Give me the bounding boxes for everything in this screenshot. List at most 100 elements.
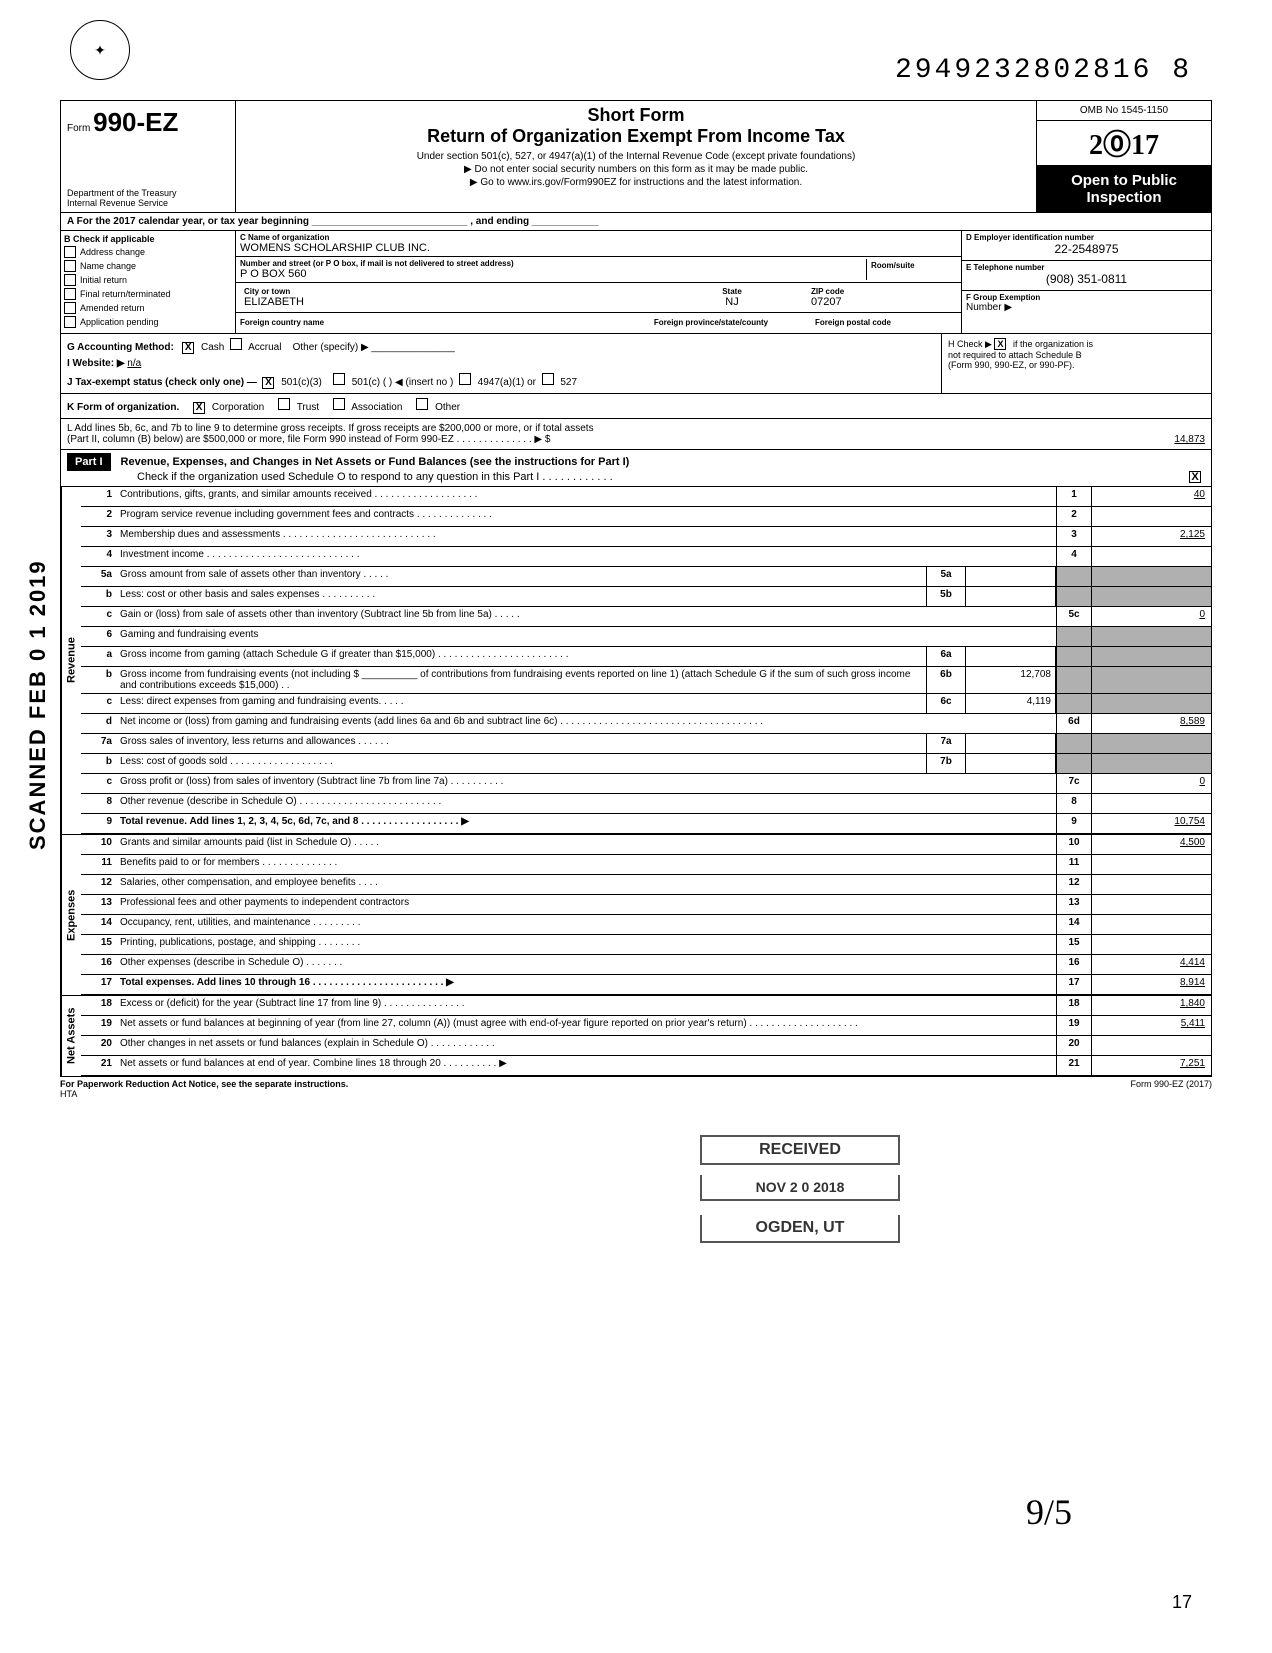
line-number: 17	[81, 975, 116, 994]
chk-cash[interactable]: X	[182, 342, 194, 354]
chk-501c3[interactable]: X	[262, 377, 274, 389]
value-box	[1091, 507, 1211, 526]
line-number: d	[81, 714, 116, 733]
value-box: 4,414	[1091, 955, 1211, 974]
chk-assoc[interactable]	[333, 398, 345, 410]
num-box: 2	[1056, 507, 1091, 526]
table-row: bGross income from fundraising events (n…	[81, 667, 1211, 694]
tax-year: 2⓪17	[1037, 121, 1211, 166]
value-box	[1091, 667, 1211, 693]
chk-pending[interactable]	[64, 316, 76, 328]
value-box: 10,754	[1091, 814, 1211, 833]
table-row: 5aGross amount from sale of assets other…	[81, 567, 1211, 587]
omb-number: OMB No 1545-1150	[1037, 101, 1211, 121]
phone-label: E Telephone number	[966, 263, 1207, 272]
short-form: Short Form	[246, 105, 1026, 126]
line-number: c	[81, 694, 116, 713]
num-box	[1056, 754, 1091, 773]
line-number: 1	[81, 487, 116, 506]
num-box	[1056, 734, 1091, 753]
row-l: L Add lines 5b, 6c, and 7b to line 9 to …	[60, 419, 1212, 450]
expenses-label: Expenses	[61, 835, 81, 995]
num-box: 20	[1056, 1036, 1091, 1055]
num-box: 10	[1056, 835, 1091, 854]
dept-irs: Internal Revenue Service	[67, 198, 177, 208]
i-label: I Website: ▶	[67, 358, 125, 369]
mid-box: 5b	[926, 587, 966, 606]
table-row: bLess: cost or other basis and sales exp…	[81, 587, 1211, 607]
line-number: 21	[81, 1056, 116, 1075]
table-row: 9Total revenue. Add lines 1, 2, 3, 4, 5c…	[81, 814, 1211, 834]
sub3: ▶ Go to www.irs.gov/Form990EZ for instru…	[246, 177, 1026, 188]
line-number: c	[81, 774, 116, 793]
value-box: 1,840	[1091, 996, 1211, 1015]
line-number: 6	[81, 627, 116, 646]
line-number: 19	[81, 1016, 116, 1035]
chk-address[interactable]	[64, 246, 76, 258]
chk-trust[interactable]	[278, 398, 290, 410]
chk-amended[interactable]	[64, 302, 76, 314]
line-number: 9	[81, 814, 116, 833]
table-row: 17Total expenses. Add lines 10 through 1…	[81, 975, 1211, 995]
column-de: D Employer identification number 22-2548…	[961, 231, 1211, 333]
section-bcde: B Check if applicable Address change Nam…	[60, 231, 1212, 334]
chk-initial[interactable]	[64, 274, 76, 286]
value-box: 40	[1091, 487, 1211, 506]
state-label: State	[661, 287, 803, 296]
dept-treasury: Department of the Treasury	[67, 188, 177, 198]
document-number: 2949232802816 8	[895, 55, 1192, 86]
num-box: 9	[1056, 814, 1091, 833]
table-row: 3Membership dues and assessments . . . .…	[81, 527, 1211, 547]
chk-527[interactable]	[542, 373, 554, 385]
column-c: C Name of organization WOMENS SCHOLARSHI…	[236, 231, 961, 333]
chk-h[interactable]: X	[994, 338, 1006, 350]
chk-corp[interactable]: X	[193, 402, 205, 414]
table-row: bLess: cost of goods sold . . . . . . . …	[81, 754, 1211, 774]
value-box	[1091, 547, 1211, 566]
chk-name[interactable]	[64, 260, 76, 272]
table-row: 21Net assets or fund balances at end of …	[81, 1056, 1211, 1076]
table-row: cGain or (loss) from sale of assets othe…	[81, 607, 1211, 627]
chk-part1[interactable]: X	[1189, 471, 1201, 483]
mid-value	[966, 647, 1056, 666]
table-row: 15Printing, publications, postage, and s…	[81, 935, 1211, 955]
value-box: 0	[1091, 774, 1211, 793]
line-number: 3	[81, 527, 116, 546]
chk-501c[interactable]	[333, 373, 345, 385]
num-box: 7c	[1056, 774, 1091, 793]
table-row: 7aGross sales of inventory, less returns…	[81, 734, 1211, 754]
value-box: 4,500	[1091, 835, 1211, 854]
chk-other[interactable]	[416, 398, 428, 410]
num-box: 19	[1056, 1016, 1091, 1035]
value-box: 0	[1091, 607, 1211, 626]
line-description: Total revenue. Add lines 1, 2, 3, 4, 5c,…	[116, 814, 1056, 833]
line-description: Less: cost or other basis and sales expe…	[116, 587, 926, 606]
line-description: Investment income . . . . . . . . . . . …	[116, 547, 1056, 566]
line-description: Total expenses. Add lines 10 through 16 …	[116, 975, 1056, 994]
line-number: 12	[81, 875, 116, 894]
num-box: 13	[1056, 895, 1091, 914]
b-label: B Check if applicable	[64, 234, 232, 244]
netassets-label: Net Assets	[61, 996, 81, 1076]
line-description: Grants and similar amounts paid (list in…	[116, 835, 1056, 854]
num-box	[1056, 667, 1091, 693]
line-description: Gross amount from sale of assets other t…	[116, 567, 926, 586]
table-row: aGross income from gaming (attach Schedu…	[81, 647, 1211, 667]
line-number: 18	[81, 996, 116, 1015]
chk-4947[interactable]	[459, 373, 471, 385]
table-row: 1Contributions, gifts, grants, and simil…	[81, 487, 1211, 507]
value-box	[1091, 1036, 1211, 1055]
city: ELIZABETH	[244, 296, 653, 308]
table-row: 12Salaries, other compensation, and empl…	[81, 875, 1211, 895]
table-row: 11Benefits paid to or for members . . . …	[81, 855, 1211, 875]
line-description: Net income or (loss) from gaming and fun…	[116, 714, 1056, 733]
line-description: Salaries, other compensation, and employ…	[116, 875, 1056, 894]
table-row: 2Program service revenue including gover…	[81, 507, 1211, 527]
chk-final[interactable]	[64, 288, 76, 300]
chk-accrual[interactable]	[230, 338, 242, 350]
value-box	[1091, 794, 1211, 813]
ein-label: D Employer identification number	[966, 233, 1207, 242]
num-box: 18	[1056, 996, 1091, 1015]
line-description: Less: direct expenses from gaming and fu…	[116, 694, 926, 713]
line-number: 14	[81, 915, 116, 934]
